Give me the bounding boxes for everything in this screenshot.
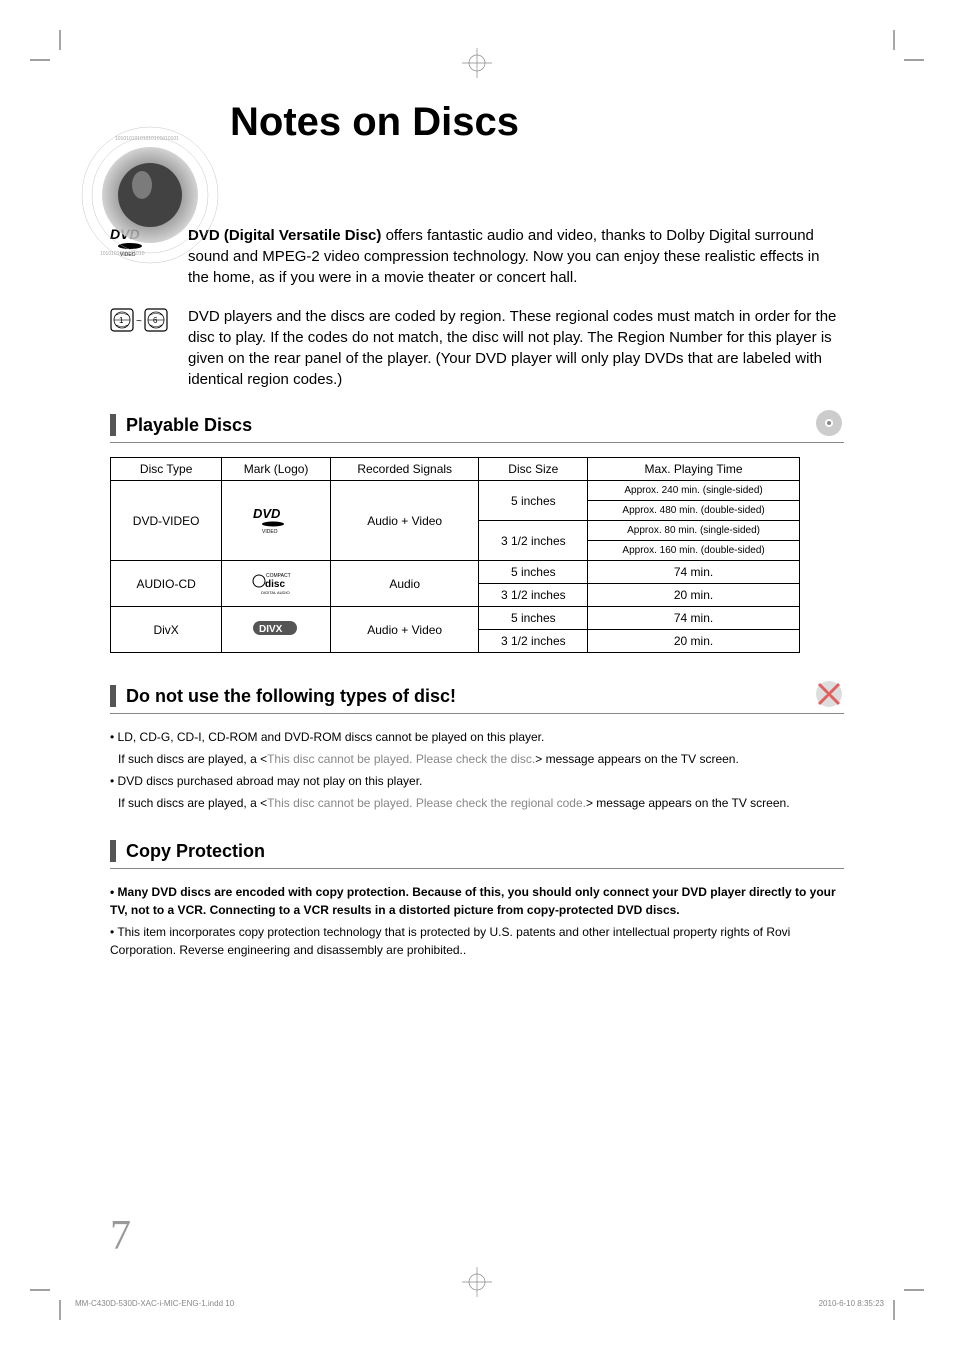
svg-text:10101010101010101010101: 10101010101010101010101 bbox=[115, 136, 179, 142]
th-mark: Mark (Logo) bbox=[222, 458, 331, 481]
td: 5 inches bbox=[479, 561, 588, 584]
intro-paragraph-2: DVD players and the discs are coded by r… bbox=[188, 306, 844, 390]
svg-text:VIDEO: VIDEO bbox=[262, 529, 278, 534]
no-disc-icon bbox=[814, 679, 844, 709]
svg-text:1: 1 bbox=[119, 316, 124, 325]
td: Audio + Video bbox=[330, 607, 479, 653]
td: Approx. 80 min. (single-sided) bbox=[588, 521, 800, 541]
gray: This disc cannot be played. Please check… bbox=[267, 796, 586, 810]
t: > message appears on the TV screen. bbox=[535, 752, 739, 766]
svg-text:DVD: DVD bbox=[253, 506, 281, 521]
intro-paragraph-1: DVD (Digital Versatile Disc) offers fant… bbox=[188, 225, 844, 288]
svg-text:disc: disc bbox=[265, 579, 285, 590]
td-logo: DVD VIDEO bbox=[222, 481, 331, 561]
section-title-playable: Playable Discs bbox=[126, 415, 252, 436]
td: 3 1/2 inches bbox=[479, 521, 588, 561]
gray: This disc cannot be played. Please check… bbox=[267, 752, 535, 766]
td: 5 inches bbox=[479, 481, 588, 521]
page-title: Notes on Discs bbox=[230, 100, 844, 145]
td: Audio bbox=[330, 561, 479, 607]
th-disctype: Disc Type bbox=[111, 458, 222, 481]
bullet-sub: If such discs are played, a <This disc c… bbox=[110, 750, 844, 768]
svg-text:~: ~ bbox=[136, 316, 142, 327]
bullet-bold: • Many DVD discs are encoded with copy p… bbox=[110, 883, 844, 919]
bullet: • DVD discs purchased abroad may not pla… bbox=[110, 772, 844, 790]
t: > message appears on the TV screen. bbox=[586, 796, 790, 810]
td-logo: DIVX bbox=[222, 607, 331, 653]
th-time: Max. Playing Time bbox=[588, 458, 800, 481]
td: 5 inches bbox=[479, 607, 588, 630]
section-bar bbox=[110, 414, 116, 436]
bullet: • This item incorporates copy protection… bbox=[110, 923, 844, 959]
region-code-logo: 1 ~ 6 bbox=[110, 306, 170, 334]
t: If such discs are played, a < bbox=[118, 752, 267, 766]
footer-filename: MM-C430D-530D-XAC-i-MIC-ENG-1.indd 10 bbox=[75, 1299, 234, 1308]
registration-mark bbox=[462, 48, 492, 83]
crop-mark bbox=[884, 30, 924, 70]
crop-mark bbox=[30, 1280, 70, 1320]
section-title-donot: Do not use the following types of disc! bbox=[126, 686, 456, 707]
td: Approx. 240 min. (single-sided) bbox=[588, 481, 800, 501]
td: Approx. 480 min. (double-sided) bbox=[588, 501, 800, 521]
td: DivX bbox=[111, 607, 222, 653]
th-signals: Recorded Signals bbox=[330, 458, 479, 481]
page-number: 7 bbox=[110, 1212, 131, 1260]
section-bar bbox=[110, 685, 116, 707]
td: 20 min. bbox=[588, 630, 800, 653]
disc-icon bbox=[814, 408, 844, 438]
svg-text:1010101010101010: 1010101010101010 bbox=[100, 251, 145, 257]
bullet-sub: If such discs are played, a <This disc c… bbox=[110, 794, 844, 812]
footer-timestamp: 2010-6-10 8:35:23 bbox=[819, 1299, 884, 1308]
section-bar bbox=[110, 840, 116, 862]
svg-text:DIGITAL AUDIO: DIGITAL AUDIO bbox=[261, 590, 290, 595]
registration-mark bbox=[462, 1267, 492, 1302]
td: DVD-VIDEO bbox=[111, 481, 222, 561]
svg-text:6: 6 bbox=[153, 316, 158, 325]
th-size: Disc Size bbox=[479, 458, 588, 481]
td: 3 1/2 inches bbox=[479, 630, 588, 653]
crop-mark bbox=[30, 30, 70, 70]
td-logo: COMPACTdiscDIGITAL AUDIO bbox=[222, 561, 331, 607]
td: 74 min. bbox=[588, 607, 800, 630]
td: 3 1/2 inches bbox=[479, 584, 588, 607]
playable-discs-table: Disc Type Mark (Logo) Recorded Signals D… bbox=[110, 457, 800, 653]
t: If such discs are played, a < bbox=[118, 796, 267, 810]
speaker-graphic: 10101010101010101010101 1010101010101010 bbox=[70, 100, 230, 280]
td: 20 min. bbox=[588, 584, 800, 607]
td: AUDIO-CD bbox=[111, 561, 222, 607]
svg-text:DIVX: DIVX bbox=[259, 624, 283, 635]
section-title-copy: Copy Protection bbox=[126, 841, 265, 862]
crop-mark bbox=[884, 1280, 924, 1320]
td: Approx. 160 min. (double-sided) bbox=[588, 541, 800, 561]
bullet: • LD, CD-G, CD-I, CD-ROM and DVD-ROM dis… bbox=[110, 728, 844, 746]
td: 74 min. bbox=[588, 561, 800, 584]
td: Audio + Video bbox=[330, 481, 479, 561]
